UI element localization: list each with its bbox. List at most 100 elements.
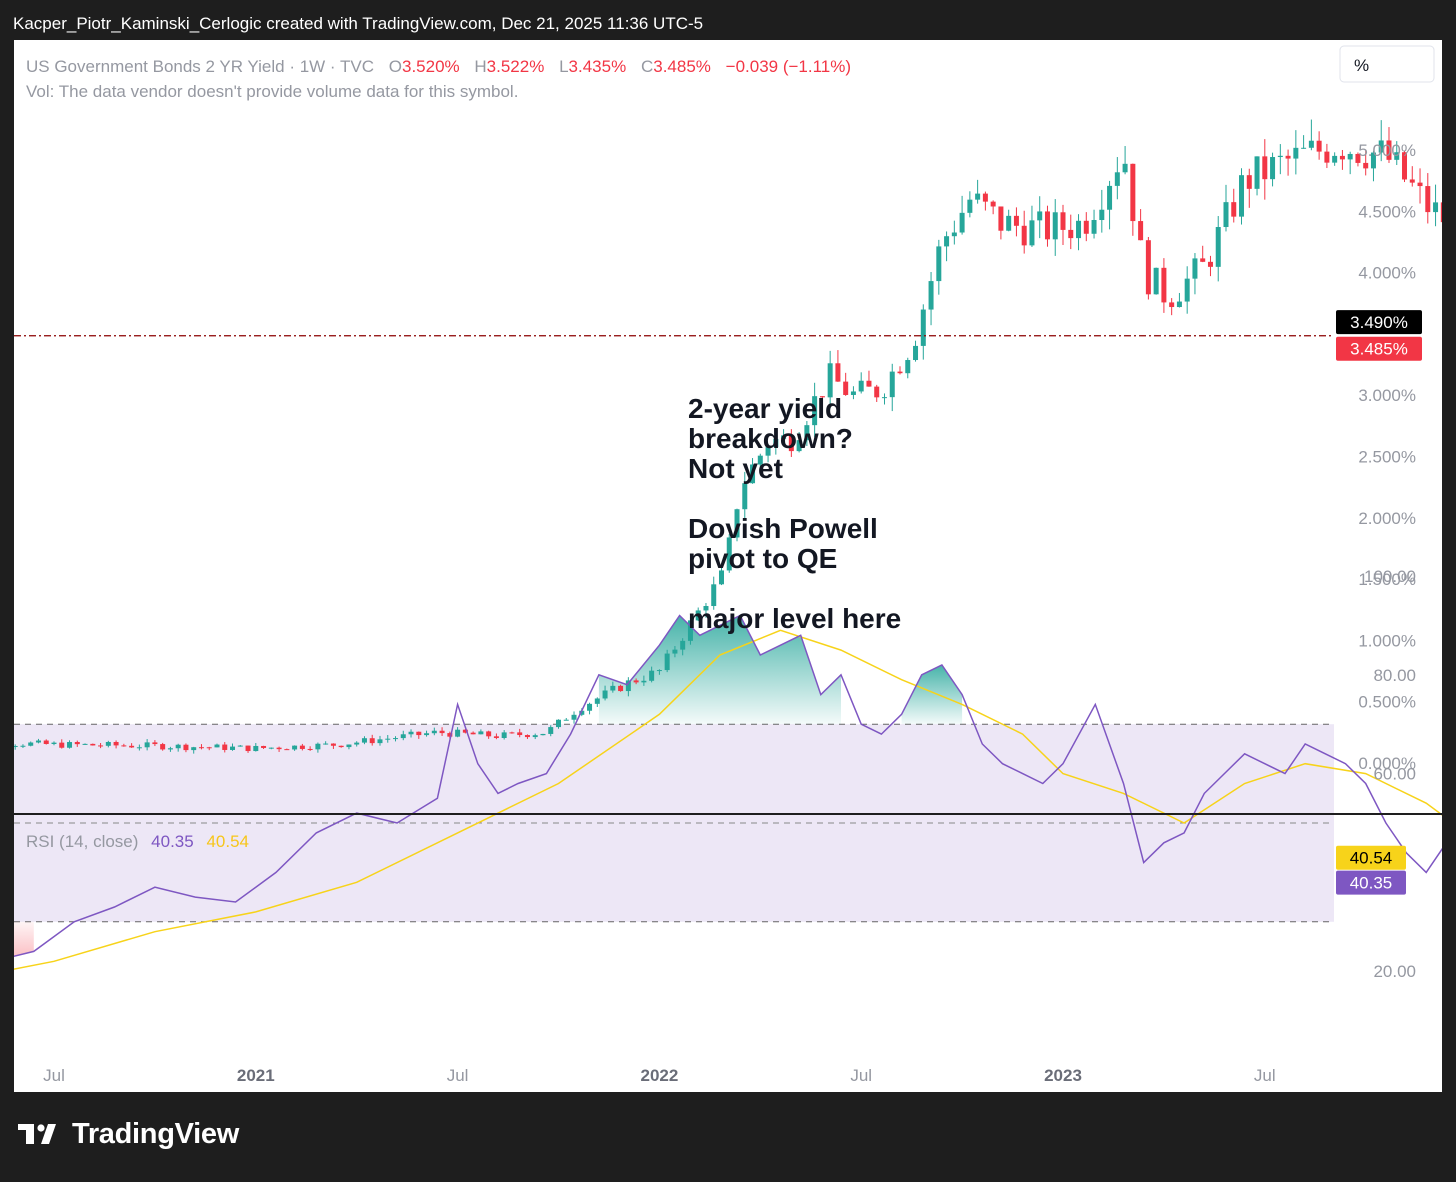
candle-body <box>455 729 461 737</box>
candle-body <box>540 733 546 736</box>
candle-body <box>1223 202 1229 228</box>
candle-body <box>781 435 787 439</box>
candle-body <box>1091 220 1097 234</box>
candle-body <box>796 440 802 452</box>
candle-body <box>1347 153 1353 160</box>
candle-body <box>237 745 243 747</box>
candle-body <box>98 745 104 747</box>
percent-scale-button[interactable] <box>1339 45 1435 83</box>
candle-body <box>664 653 670 671</box>
price-axis-tick: 5.000% <box>1358 141 1416 160</box>
candle-body <box>1029 220 1035 246</box>
candle-body <box>944 236 950 247</box>
high-value: 3.522% <box>487 57 545 76</box>
candle-body <box>105 741 111 746</box>
candle-body <box>222 744 228 750</box>
price-axis-tick: 2.000% <box>1358 509 1416 528</box>
candle-body <box>672 649 678 654</box>
candle-body <box>1262 156 1268 180</box>
candle-body <box>843 381 849 395</box>
candle-body <box>905 360 911 374</box>
candle-body <box>532 735 538 738</box>
chart-frame[interactable]: 5.000% 4.500% 4.000% 3.000% 2.500% 2.000% 1.50… <box>14 40 1442 1092</box>
candle-body <box>152 742 158 745</box>
candle-body <box>928 281 934 310</box>
candle-body <box>299 745 305 749</box>
rsi-oversold-fill <box>14 921 34 957</box>
candle-body <box>711 584 717 607</box>
attribution-bar: Kacper_Piotr_Kaminski_Cerlogic created w… <box>0 0 1456 40</box>
candle-body <box>230 746 236 750</box>
price-axis-tick: 0.000% <box>1358 754 1416 773</box>
candle-body <box>424 733 430 736</box>
candle-body <box>913 345 919 361</box>
candle-body <box>346 744 352 748</box>
candle-body <box>198 747 204 749</box>
candle-body <box>14 745 18 747</box>
candle-body <box>82 743 88 745</box>
rsi-axis[interactable]: 100.00 80.00 60.00 20.00 <box>1364 567 1416 981</box>
rsi-overbought-fill <box>598 615 841 725</box>
rsi-axis-tick: 20.00 <box>1373 962 1416 981</box>
candle-body <box>687 620 693 641</box>
time-axis-tick: Jul <box>43 1066 65 1085</box>
candle-body <box>1107 185 1113 210</box>
candle-body <box>175 744 181 749</box>
percent-scale-label: % <box>1354 56 1369 75</box>
chart-annotation[interactable]: 2-year yield breakdown? Not yet Dovish Powe… <box>688 393 901 634</box>
candle-body <box>486 731 492 737</box>
candle-body <box>788 435 794 452</box>
candle-body <box>866 380 872 387</box>
candle-body <box>1378 140 1384 153</box>
candle-body <box>1254 156 1260 189</box>
tradingview-brand[interactable]: TradingView <box>72 1118 239 1150</box>
candle-body <box>1239 175 1245 217</box>
candle-body <box>563 719 569 721</box>
footer: TradingView <box>0 1092 1456 1182</box>
candle-body <box>587 703 593 711</box>
candle-body <box>393 738 399 740</box>
time-axis-tick: Jul <box>850 1066 872 1085</box>
candle-body <box>742 483 748 510</box>
time-axis[interactable]: Jul2021Jul2022Jul2023Jul2024Jul2025Jul20… <box>43 1066 1442 1085</box>
candle-body <box>602 690 608 699</box>
candle-body <box>1130 163 1136 222</box>
attribution-text: Kacper_Piotr_Kaminski_Cerlogic created w… <box>13 14 704 33</box>
candle-body <box>936 246 942 282</box>
candle-body <box>889 371 895 398</box>
candle-body <box>734 509 740 538</box>
candle-body <box>1013 215 1019 226</box>
price-axis-tick: 2.500% <box>1358 448 1416 467</box>
candle-body <box>431 730 437 734</box>
candle-body <box>897 371 903 374</box>
open-label: O <box>389 57 402 76</box>
candle-body <box>268 747 274 749</box>
tradingview-logo-icon[interactable] <box>18 1122 62 1146</box>
price-axis-tick: 4.000% <box>1358 264 1416 283</box>
candle-body <box>478 731 484 735</box>
candle-body <box>113 741 119 746</box>
price-axis-tick: 1.000% <box>1358 631 1416 650</box>
chart-svg[interactable]: 5.000% 4.500% 4.000% 3.000% 2.500% 2.000% 1.50… <box>14 40 1442 1092</box>
candle-body <box>1145 240 1151 295</box>
candle-body <box>1207 261 1213 267</box>
candle-body <box>517 732 523 736</box>
candle-body <box>695 610 701 621</box>
candle-body <box>804 425 810 441</box>
candle-body <box>167 748 173 750</box>
candle-body <box>1433 202 1439 213</box>
candle-body <box>1083 220 1089 234</box>
time-axis-tick: Jul <box>447 1066 469 1085</box>
candle-body <box>245 745 251 752</box>
rsi-ma-legend-value: 40.54 <box>206 832 249 851</box>
candle-body <box>920 309 926 346</box>
candle-body <box>750 464 756 484</box>
candle-body <box>571 714 577 720</box>
candle-body <box>1277 155 1283 158</box>
price-axis[interactable]: 5.000% 4.500% 4.000% 3.000% 2.500% 2.000% 1.50… <box>1358 141 1416 773</box>
candle-body <box>1215 227 1221 267</box>
candle-body <box>1169 302 1175 308</box>
candle-body <box>680 640 686 650</box>
candle-body <box>191 747 197 751</box>
rsi-value-text: 40.54 <box>1350 849 1393 868</box>
